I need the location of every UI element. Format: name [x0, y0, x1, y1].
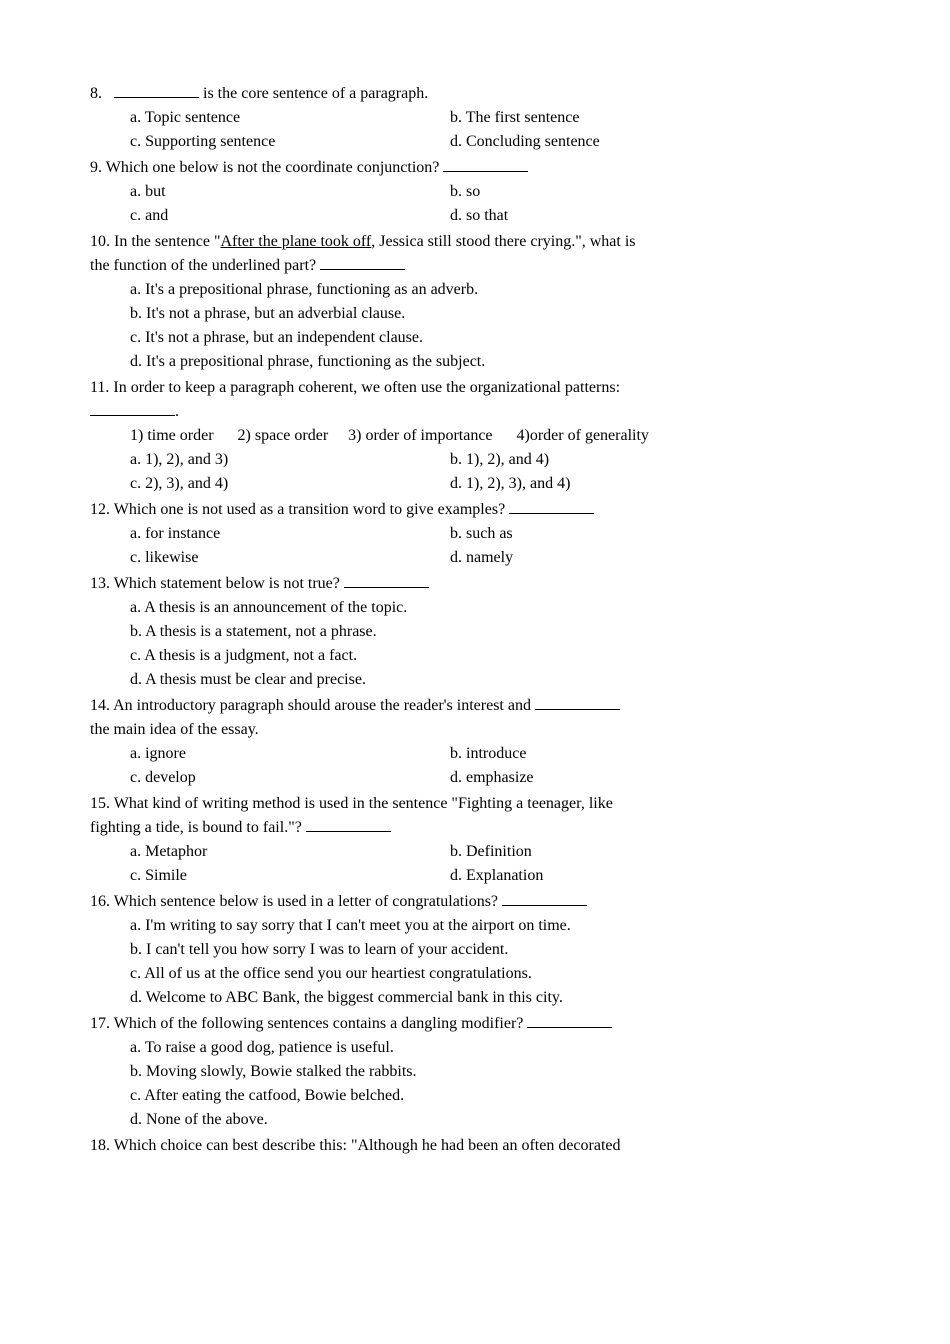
q12-c: c. likewise	[130, 546, 450, 570]
q10-line2: the function of the underlined part?	[90, 254, 860, 278]
blank	[320, 255, 405, 270]
q15-line2: fighting a tide, is bound to fail."?	[90, 816, 860, 840]
q8-stem: 8. is the core sentence of a paragraph.	[90, 82, 860, 106]
q12-stem: 12. Which one is not used as a transitio…	[90, 498, 860, 522]
q15-row1: a. Metaphor b. Definition	[130, 840, 860, 864]
q9-prefix: 9. Which one below is not the coordinate…	[90, 159, 443, 176]
q13-prefix: 13. Which statement below is not true?	[90, 575, 344, 592]
blank	[502, 891, 587, 906]
q17-d: d. None of the above.	[130, 1108, 860, 1132]
q13-stem: 13. Which statement below is not true?	[90, 572, 860, 596]
q9-c: c. and	[130, 204, 450, 228]
q8-a: a. Topic sentence	[130, 106, 450, 130]
q14-line2: the main idea of the essay.	[90, 718, 860, 742]
q14-c: c. develop	[130, 766, 450, 790]
q10-c: c. It's not a phrase, but an independent…	[130, 326, 860, 350]
q17-b: b. Moving slowly, Bowie stalked the rabb…	[130, 1060, 860, 1084]
q13-a: a. A thesis is an announcement of the to…	[130, 596, 860, 620]
q17-c: c. After eating the catfood, Bowie belch…	[130, 1084, 860, 1108]
q12-d: d. namely	[450, 546, 770, 570]
q9-row1: a. but b. so	[130, 180, 860, 204]
q13-c: c. A thesis is a judgment, not a fact.	[130, 644, 860, 668]
q11-d: d. 1), 2), 3), and 4)	[450, 472, 770, 496]
q14-row1: a. ignore b. introduce	[130, 742, 860, 766]
q10-line1: 10. In the sentence "After the plane too…	[90, 230, 860, 254]
blank	[306, 817, 391, 832]
q10-l1-suffix: , Jessica still stood there crying.", wh…	[371, 233, 635, 250]
q9-row2: c. and d. so that	[130, 204, 860, 228]
q10-underlined: After the plane took off	[220, 233, 371, 250]
q17-stem: 17. Which of the following sentences con…	[90, 1012, 860, 1036]
q11-sub: 1) time order 2) space order 3) order of…	[130, 424, 860, 448]
q11-row2: c. 2), 3), and 4) d. 1), 2), 3), and 4)	[130, 472, 860, 496]
q9-b: b. so	[450, 180, 770, 204]
q15-l2-prefix: fighting a tide, is bound to fail."?	[90, 819, 306, 836]
q17-a: a. To raise a good dog, patience is usef…	[130, 1036, 860, 1060]
q11-b: b. 1), 2), and 4)	[450, 448, 770, 472]
blank	[90, 401, 175, 416]
q16-a: a. I'm writing to say sorry that I can't…	[130, 914, 860, 938]
q9-d: d. so that	[450, 204, 770, 228]
blank	[114, 83, 199, 98]
q16-stem: 16. Which sentence below is used in a le…	[90, 890, 860, 914]
q8-row2: c. Supporting sentence d. Concluding sen…	[130, 130, 860, 154]
q15-line1: 15. What kind of writing method is used …	[90, 792, 860, 816]
q8-row1: a. Topic sentence b. The first sentence	[130, 106, 860, 130]
q11-l2-suffix: .	[175, 403, 179, 420]
q9-a: a. but	[130, 180, 450, 204]
q10-l1-prefix: 10. In the sentence "	[90, 233, 220, 250]
q14-prefix: 14. An introductory paragraph should aro…	[90, 697, 535, 714]
q13-b: b. A thesis is a statement, not a phrase…	[130, 620, 860, 644]
q8-prefix: 8.	[90, 85, 102, 102]
q14-row2: c. develop d. emphasize	[130, 766, 860, 790]
q13-d: d. A thesis must be clear and precise.	[130, 668, 860, 692]
blank	[509, 499, 594, 514]
q16-d: d. Welcome to ABC Bank, the biggest comm…	[130, 986, 860, 1010]
q12-prefix: 12. Which one is not used as a transitio…	[90, 501, 509, 518]
q14-a: a. ignore	[130, 742, 450, 766]
blank	[527, 1013, 612, 1028]
blank	[344, 573, 429, 588]
q16-prefix: 16. Which sentence below is used in a le…	[90, 893, 502, 910]
q11-row1: a. 1), 2), and 3) b. 1), 2), and 4)	[130, 448, 860, 472]
q8-b: b. The first sentence	[450, 106, 770, 130]
q10-l2-prefix: the function of the underlined part?	[90, 257, 320, 274]
q16-b: b. I can't tell you how sorry I was to l…	[130, 938, 860, 962]
q10-a: a. It's a prepositional phrase, function…	[130, 278, 860, 302]
q9-stem: 9. Which one below is not the coordinate…	[90, 156, 860, 180]
q15-row2: c. Simile d. Explanation	[130, 864, 860, 888]
q14-line1: 14. An introductory paragraph should aro…	[90, 694, 860, 718]
q8-c: c. Supporting sentence	[130, 130, 450, 154]
q12-a: a. for instance	[130, 522, 450, 546]
q15-d: d. Explanation	[450, 864, 770, 888]
q12-b: b. such as	[450, 522, 770, 546]
q12-row1: a. for instance b. such as	[130, 522, 860, 546]
q11-line1: 11. In order to keep a paragraph coheren…	[90, 376, 860, 400]
q14-b: b. introduce	[450, 742, 770, 766]
q8-d: d. Concluding sentence	[450, 130, 770, 154]
q14-d: d. emphasize	[450, 766, 770, 790]
q10-b: b. It's not a phrase, but an adverbial c…	[130, 302, 860, 326]
q11-a: a. 1), 2), and 3)	[130, 448, 450, 472]
q18-line1: 18. Which choice can best describe this:…	[90, 1134, 860, 1158]
blank	[535, 695, 620, 710]
q11-c: c. 2), 3), and 4)	[130, 472, 450, 496]
q12-row2: c. likewise d. namely	[130, 546, 860, 570]
q8-suffix: is the core sentence of a paragraph.	[203, 85, 428, 102]
blank	[443, 157, 528, 172]
q16-c: c. All of us at the office send you our …	[130, 962, 860, 986]
q15-a: a. Metaphor	[130, 840, 450, 864]
q17-prefix: 17. Which of the following sentences con…	[90, 1015, 527, 1032]
q10-d: d. It's a prepositional phrase, function…	[130, 350, 860, 374]
q15-b: b. Definition	[450, 840, 770, 864]
q15-c: c. Simile	[130, 864, 450, 888]
q11-line2: .	[90, 400, 860, 424]
